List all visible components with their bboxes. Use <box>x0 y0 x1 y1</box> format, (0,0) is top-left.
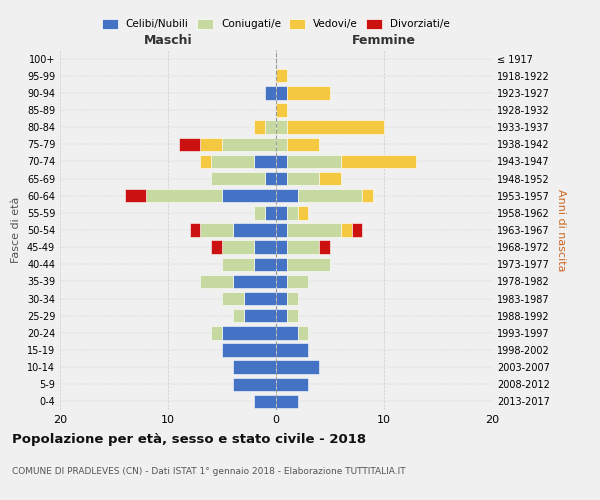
Bar <box>233 224 276 236</box>
Bar <box>276 69 287 82</box>
Bar <box>276 326 298 340</box>
Bar <box>222 344 276 356</box>
Bar <box>276 258 287 271</box>
Bar <box>222 189 276 202</box>
Text: Femmine: Femmine <box>352 34 416 46</box>
Bar <box>298 326 308 340</box>
Text: Popolazione per età, sesso e stato civile - 2018: Popolazione per età, sesso e stato civil… <box>12 432 366 446</box>
Bar <box>190 224 200 236</box>
Bar <box>319 172 341 186</box>
Bar <box>265 172 276 186</box>
Bar <box>276 172 287 186</box>
Bar <box>287 154 341 168</box>
Bar <box>222 240 254 254</box>
Bar <box>276 104 287 117</box>
Bar <box>362 189 373 202</box>
Bar <box>125 189 146 202</box>
Bar <box>222 326 276 340</box>
Bar <box>254 240 276 254</box>
Bar <box>222 292 244 306</box>
Y-axis label: Fasce di età: Fasce di età <box>11 197 21 263</box>
Bar <box>200 138 222 151</box>
Bar <box>254 120 265 134</box>
Bar <box>287 86 330 100</box>
Bar <box>254 154 276 168</box>
Bar <box>276 344 308 356</box>
Bar <box>211 172 265 186</box>
Bar <box>200 274 233 288</box>
Bar <box>233 378 276 391</box>
Bar <box>276 360 319 374</box>
Bar <box>276 138 287 151</box>
Bar <box>341 224 352 236</box>
Bar <box>287 224 341 236</box>
Bar <box>276 309 287 322</box>
Bar <box>276 378 308 391</box>
Bar <box>211 326 222 340</box>
Bar <box>276 189 298 202</box>
Bar <box>265 120 276 134</box>
Bar <box>233 360 276 374</box>
Bar <box>265 206 276 220</box>
Legend: Celibi/Nubili, Coniugati/e, Vedovi/e, Divorziati/e: Celibi/Nubili, Coniugati/e, Vedovi/e, Di… <box>102 19 450 30</box>
Bar <box>287 258 330 271</box>
Bar <box>179 138 200 151</box>
Bar <box>352 224 362 236</box>
Bar <box>276 206 287 220</box>
Bar <box>287 120 384 134</box>
Bar <box>287 274 308 288</box>
Bar <box>298 206 308 220</box>
Bar <box>287 172 319 186</box>
Bar <box>287 240 319 254</box>
Bar <box>287 138 319 151</box>
Bar <box>200 224 233 236</box>
Bar <box>200 154 211 168</box>
Bar <box>287 292 298 306</box>
Bar <box>276 240 287 254</box>
Bar <box>287 206 298 220</box>
Bar <box>276 274 287 288</box>
Bar <box>276 224 287 236</box>
Text: Maschi: Maschi <box>143 34 193 46</box>
Bar <box>233 309 244 322</box>
Bar <box>276 120 287 134</box>
Bar <box>276 292 287 306</box>
Bar <box>341 154 416 168</box>
Bar <box>222 138 276 151</box>
Y-axis label: Anni di nascita: Anni di nascita <box>556 188 566 271</box>
Bar <box>146 189 222 202</box>
Bar <box>319 240 330 254</box>
Bar <box>276 86 287 100</box>
Bar <box>211 154 254 168</box>
Bar <box>254 206 265 220</box>
Text: COMUNE DI PRADLEVES (CN) - Dati ISTAT 1° gennaio 2018 - Elaborazione TUTTITALIA.: COMUNE DI PRADLEVES (CN) - Dati ISTAT 1°… <box>12 468 406 476</box>
Bar <box>276 394 298 408</box>
Bar <box>211 240 222 254</box>
Bar <box>287 309 298 322</box>
Bar <box>233 274 276 288</box>
Bar <box>298 189 362 202</box>
Bar <box>222 258 254 271</box>
Bar <box>244 292 276 306</box>
Bar <box>265 86 276 100</box>
Bar <box>244 309 276 322</box>
Bar <box>254 394 276 408</box>
Bar <box>254 258 276 271</box>
Bar <box>276 154 287 168</box>
